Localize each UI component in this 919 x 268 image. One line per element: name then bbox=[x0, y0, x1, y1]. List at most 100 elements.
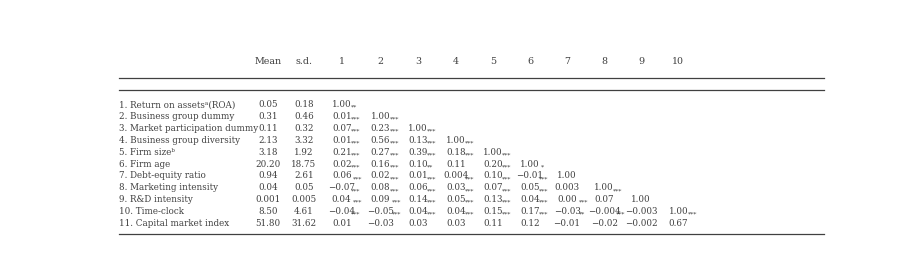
Text: 5. Firm sizeᵇ: 5. Firm sizeᵇ bbox=[119, 148, 175, 157]
Text: 0.11: 0.11 bbox=[258, 124, 278, 133]
Text: 1.00: 1.00 bbox=[446, 136, 465, 145]
Text: 0.05: 0.05 bbox=[519, 183, 539, 192]
Text: ***: *** bbox=[389, 117, 399, 122]
Text: 0.46: 0.46 bbox=[294, 112, 313, 121]
Text: 1.00: 1.00 bbox=[519, 159, 539, 169]
Text: 3.18: 3.18 bbox=[258, 148, 278, 157]
Text: 0.23: 0.23 bbox=[370, 124, 390, 133]
Text: −0.02: −0.02 bbox=[590, 219, 617, 228]
Text: 0.12: 0.12 bbox=[519, 219, 539, 228]
Text: −0.04: −0.04 bbox=[328, 207, 355, 216]
Text: −0.002: −0.002 bbox=[624, 219, 657, 228]
Text: 0.03: 0.03 bbox=[446, 219, 465, 228]
Text: ***: *** bbox=[539, 200, 548, 205]
Text: 0.32: 0.32 bbox=[294, 124, 313, 133]
Text: 0.05: 0.05 bbox=[446, 195, 465, 204]
Text: 0.08: 0.08 bbox=[370, 183, 390, 192]
Text: ***: *** bbox=[502, 176, 511, 181]
Text: 0.14: 0.14 bbox=[408, 195, 427, 204]
Text: 0.04: 0.04 bbox=[519, 195, 539, 204]
Text: *: * bbox=[540, 164, 544, 169]
Text: 4: 4 bbox=[452, 57, 459, 66]
Text: ***: *** bbox=[389, 164, 399, 169]
Text: 0.01: 0.01 bbox=[332, 112, 351, 121]
Text: 9: 9 bbox=[638, 57, 643, 66]
Text: ***: *** bbox=[465, 212, 474, 217]
Text: 0.03: 0.03 bbox=[408, 219, 427, 228]
Text: 0.94: 0.94 bbox=[258, 172, 278, 180]
Text: 6. Firm age: 6. Firm age bbox=[119, 159, 170, 169]
Text: 0.00: 0.00 bbox=[557, 195, 576, 204]
Text: 0.31: 0.31 bbox=[258, 112, 278, 121]
Text: ***: *** bbox=[578, 200, 587, 205]
Text: 6: 6 bbox=[527, 57, 532, 66]
Text: ***: *** bbox=[389, 176, 399, 181]
Text: ***: *** bbox=[391, 200, 401, 205]
Text: 0.06: 0.06 bbox=[332, 172, 351, 180]
Text: 20.20: 20.20 bbox=[255, 159, 280, 169]
Text: 0.67: 0.67 bbox=[668, 219, 687, 228]
Text: 51.80: 51.80 bbox=[255, 219, 280, 228]
Text: 0.07: 0.07 bbox=[594, 195, 613, 204]
Text: 0.17: 0.17 bbox=[519, 207, 539, 216]
Text: −0.03: −0.03 bbox=[553, 207, 580, 216]
Text: ***: *** bbox=[539, 212, 548, 217]
Text: 0.07: 0.07 bbox=[332, 124, 351, 133]
Text: 1.92: 1.92 bbox=[294, 148, 313, 157]
Text: −0.03: −0.03 bbox=[367, 219, 393, 228]
Text: 0.11: 0.11 bbox=[446, 159, 465, 169]
Text: ***: *** bbox=[391, 212, 401, 217]
Text: ***: *** bbox=[426, 152, 437, 157]
Text: 0.01: 0.01 bbox=[332, 136, 351, 145]
Text: 4. Business group diversity: 4. Business group diversity bbox=[119, 136, 240, 145]
Text: 8: 8 bbox=[600, 57, 607, 66]
Text: ***: *** bbox=[502, 164, 511, 169]
Text: 0.02: 0.02 bbox=[370, 172, 390, 180]
Text: ***: *** bbox=[426, 212, 437, 217]
Text: 1.00: 1.00 bbox=[668, 207, 687, 216]
Text: ***: *** bbox=[353, 176, 362, 181]
Text: 0.21: 0.21 bbox=[332, 148, 351, 157]
Text: 0.06: 0.06 bbox=[408, 183, 427, 192]
Text: ***: *** bbox=[353, 200, 362, 205]
Text: 0.01: 0.01 bbox=[332, 219, 351, 228]
Text: ***: *** bbox=[351, 188, 360, 193]
Text: ***: *** bbox=[465, 140, 474, 146]
Text: 0.04: 0.04 bbox=[332, 195, 351, 204]
Text: 3.32: 3.32 bbox=[294, 136, 313, 145]
Text: 3: 3 bbox=[414, 57, 421, 66]
Text: **: ** bbox=[351, 105, 357, 110]
Text: −0.05: −0.05 bbox=[367, 207, 393, 216]
Text: 1. Return on assetsᵃ(ROA): 1. Return on assetsᵃ(ROA) bbox=[119, 100, 234, 109]
Text: ***: *** bbox=[426, 140, 437, 146]
Text: 0.27: 0.27 bbox=[370, 148, 390, 157]
Text: ***: *** bbox=[389, 129, 399, 134]
Text: 0.11: 0.11 bbox=[482, 219, 502, 228]
Text: 0.005: 0.005 bbox=[291, 195, 316, 204]
Text: 0.05: 0.05 bbox=[258, 100, 278, 109]
Text: 0.001: 0.001 bbox=[255, 195, 280, 204]
Text: ***: *** bbox=[539, 176, 548, 181]
Text: 2. Business group dummy: 2. Business group dummy bbox=[119, 112, 233, 121]
Text: 0.03: 0.03 bbox=[446, 183, 465, 192]
Text: 2.13: 2.13 bbox=[258, 136, 278, 145]
Text: 0.04: 0.04 bbox=[258, 183, 278, 192]
Text: ***: *** bbox=[426, 129, 437, 134]
Text: 0.39: 0.39 bbox=[408, 148, 427, 157]
Text: −0.07: −0.07 bbox=[328, 183, 355, 192]
Text: 10. Time-clock: 10. Time-clock bbox=[119, 207, 184, 216]
Text: ***: *** bbox=[351, 212, 360, 217]
Text: 10: 10 bbox=[672, 57, 684, 66]
Text: ***: *** bbox=[351, 140, 360, 146]
Text: 0.09: 0.09 bbox=[370, 195, 390, 204]
Text: ***: *** bbox=[465, 176, 474, 181]
Text: 0.13: 0.13 bbox=[408, 136, 427, 145]
Text: 1: 1 bbox=[338, 57, 345, 66]
Text: 0.04: 0.04 bbox=[446, 207, 465, 216]
Text: 0.10: 0.10 bbox=[482, 172, 502, 180]
Text: 5: 5 bbox=[489, 57, 495, 66]
Text: 0.10: 0.10 bbox=[408, 159, 427, 169]
Text: ***: *** bbox=[426, 200, 437, 205]
Text: 1.00: 1.00 bbox=[630, 195, 651, 204]
Text: ***: *** bbox=[389, 140, 399, 146]
